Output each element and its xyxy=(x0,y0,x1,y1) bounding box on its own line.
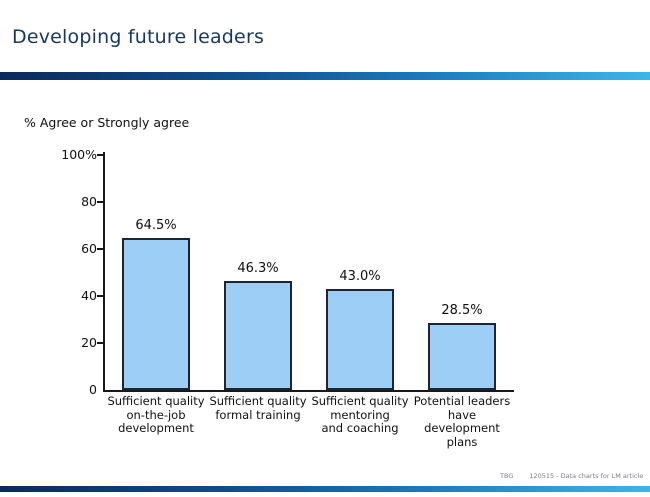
category-label: Sufficient quality on-the-job developmen… xyxy=(107,394,205,435)
category-label: Sufficient quality formal training xyxy=(209,394,307,422)
y-tick-label: 80 xyxy=(81,194,97,209)
y-tick-label: 60 xyxy=(81,241,97,256)
y-tick-label: 100% xyxy=(61,147,97,162)
footer-org: TBG xyxy=(500,472,514,480)
bottom-accent-bar xyxy=(0,486,650,492)
bar xyxy=(224,281,292,390)
y-tick-mark xyxy=(97,248,103,250)
bar xyxy=(428,323,496,390)
bar-value-label: 43.0% xyxy=(339,268,381,284)
y-tick-mark xyxy=(97,295,103,297)
category-label: Sufficient quality mentoring and coachin… xyxy=(311,394,409,435)
bar-value-label: 64.5% xyxy=(135,218,177,234)
bar xyxy=(122,238,190,390)
y-tick-mark xyxy=(97,342,103,344)
bar-chart-plot-area: 100% 80 60 40 20 0 64.5% Sufficient quality on-… xyxy=(61,147,514,449)
y-tick-label: 0 xyxy=(89,382,97,397)
y-tick-mark xyxy=(97,201,103,203)
chart-title: % Agree or Strongly agree xyxy=(24,115,190,130)
slide-title: Developing future leaders xyxy=(12,26,265,48)
y-axis-line xyxy=(103,152,105,392)
bar-value-label: 46.3% xyxy=(237,261,279,277)
x-axis-line xyxy=(103,390,514,392)
footer-note: 120515 - Data charts for LM article xyxy=(529,472,644,480)
category-label: Potential leaders have development plans xyxy=(413,394,511,449)
top-accent-bar xyxy=(0,72,650,80)
bar-value-label: 28.5% xyxy=(441,303,483,319)
bar xyxy=(326,288,394,390)
y-tick-label: 20 xyxy=(81,335,97,350)
y-tick-mark xyxy=(97,154,103,156)
slide-footer: TBG 120515 - Data charts for LM article xyxy=(500,472,643,480)
y-tick-label: 40 xyxy=(81,288,97,303)
